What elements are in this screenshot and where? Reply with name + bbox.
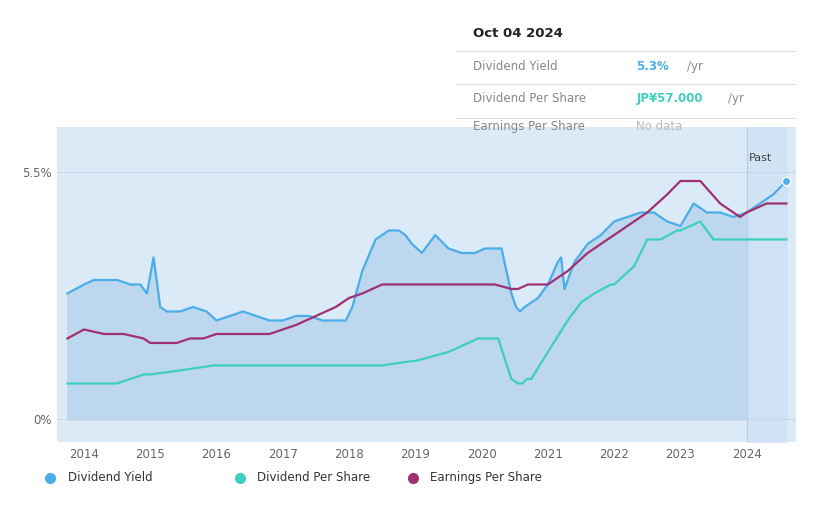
Text: Earnings Per Share: Earnings Per Share xyxy=(473,120,585,133)
Text: Earnings Per Share: Earnings Per Share xyxy=(430,471,542,484)
Text: /yr: /yr xyxy=(728,92,744,105)
Text: Dividend Per Share: Dividend Per Share xyxy=(258,471,370,484)
Text: Dividend Yield: Dividend Yield xyxy=(67,471,153,484)
Text: Dividend Per Share: Dividend Per Share xyxy=(473,92,586,105)
Text: JP¥57.000: JP¥57.000 xyxy=(636,92,703,105)
Text: Dividend Yield: Dividend Yield xyxy=(473,60,557,73)
Text: /yr: /yr xyxy=(687,60,704,73)
Text: Oct 04 2024: Oct 04 2024 xyxy=(473,26,562,40)
Text: 5.3%: 5.3% xyxy=(636,60,669,73)
Text: No data: No data xyxy=(636,120,682,133)
Text: Past: Past xyxy=(750,153,773,163)
